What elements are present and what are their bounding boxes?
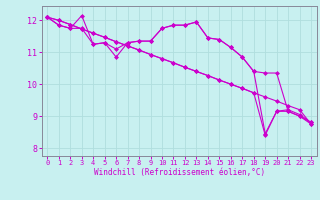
X-axis label: Windchill (Refroidissement éolien,°C): Windchill (Refroidissement éolien,°C) bbox=[94, 168, 265, 177]
